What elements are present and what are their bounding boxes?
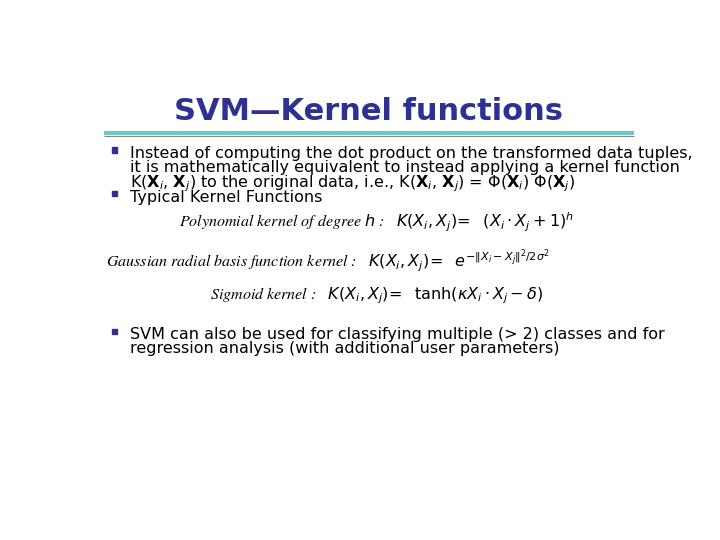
Text: Typical Kernel Functions: Typical Kernel Functions <box>130 190 323 205</box>
Bar <box>112 329 117 334</box>
Text: Gaussian radial basis function kernel :   $K(X_i, X_j)\!=\!$   $e^{-\Vert X_i - : Gaussian radial basis function kernel : … <box>106 248 549 275</box>
Bar <box>112 147 117 153</box>
Text: K($\mathbf{X}_i$, $\mathbf{X}_j$) to the original data, i.e., K($\mathbf{X}_i$, : K($\mathbf{X}_i$, $\mathbf{X}_j$) to the… <box>130 173 576 194</box>
Text: Instead of computing the dot product on the transformed data tuples,: Instead of computing the dot product on … <box>130 146 693 161</box>
Bar <box>112 191 117 197</box>
Text: it is mathematically equivalent to instead applying a kernel function: it is mathematically equivalent to inste… <box>130 159 680 174</box>
Text: Sigmoid kernel :   $K(X_i, X_j)\!=\!$   $\tanh(\kappa X_i \cdot X_j - \delta)$: Sigmoid kernel : $K(X_i, X_j)\!=\!$ $\ta… <box>210 285 544 306</box>
Text: SVM—Kernel functions: SVM—Kernel functions <box>174 97 564 126</box>
Text: regression analysis (with additional user parameters): regression analysis (with additional use… <box>130 341 560 356</box>
Text: SVM can also be used for classifying multiple (> 2) classes and for: SVM can also be used for classifying mul… <box>130 327 665 342</box>
Text: Polynomial kernel of degree $h$ :   $K(X_i, X_j)\!=\!$   $(X_i \cdot X_j + 1)^h$: Polynomial kernel of degree $h$ : $K(X_i… <box>179 211 575 234</box>
